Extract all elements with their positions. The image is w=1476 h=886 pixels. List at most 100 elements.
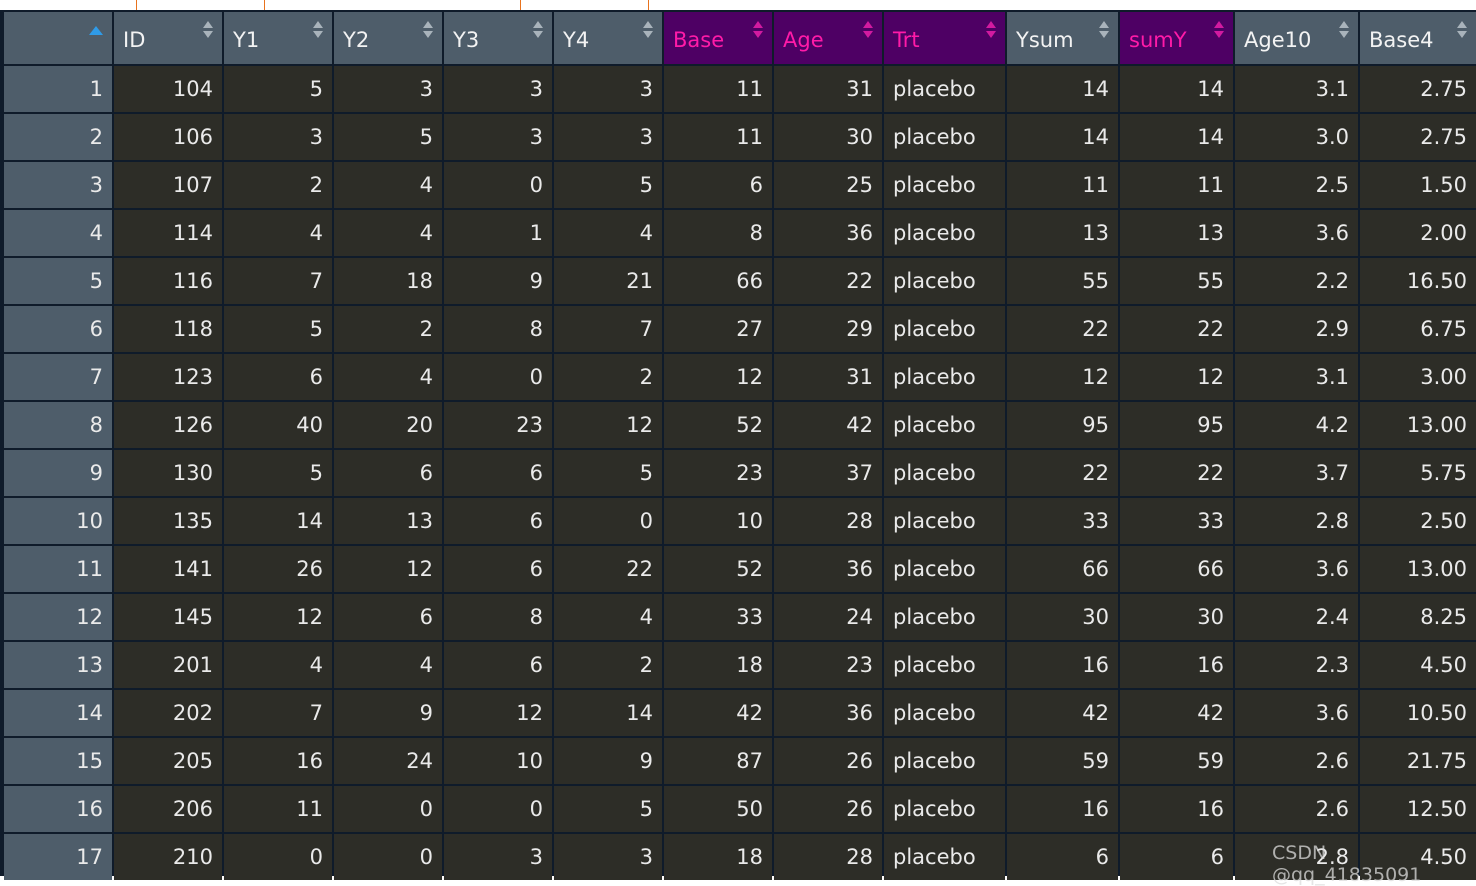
table-cell-trt[interactable]: placebo bbox=[884, 498, 1005, 544]
table-cell-age[interactable]: 37 bbox=[774, 450, 882, 496]
table-cell-trt[interactable]: placebo bbox=[884, 66, 1005, 112]
table-cell-sumy[interactable]: 22 bbox=[1120, 450, 1233, 496]
table-cell-y1[interactable]: 0 bbox=[224, 834, 332, 880]
table-cell-base4[interactable]: 4.50 bbox=[1360, 834, 1476, 880]
row-number[interactable]: 12 bbox=[4, 594, 112, 640]
table-cell-age10[interactable]: 2.5 bbox=[1235, 162, 1358, 208]
table-cell-sumy[interactable]: 12 bbox=[1120, 354, 1233, 400]
column-header-age10[interactable]: Age10 bbox=[1235, 12, 1358, 64]
row-number[interactable]: 11 bbox=[4, 546, 112, 592]
table-cell-ysum[interactable]: 22 bbox=[1007, 450, 1118, 496]
sort-icon[interactable] bbox=[1099, 21, 1109, 39]
table-cell-base[interactable]: 87 bbox=[664, 738, 772, 784]
row-number[interactable]: 1 bbox=[4, 66, 112, 112]
table-cell-age[interactable]: 25 bbox=[774, 162, 882, 208]
table-cell-y3[interactable]: 6 bbox=[444, 498, 552, 544]
table-cell-y3[interactable]: 3 bbox=[444, 66, 552, 112]
table-cell-y4[interactable]: 4 bbox=[554, 594, 662, 640]
table-cell-trt[interactable]: placebo bbox=[884, 114, 1005, 160]
table-cell-ysum[interactable]: 14 bbox=[1007, 66, 1118, 112]
table-cell-y2[interactable]: 24 bbox=[334, 738, 442, 784]
table-cell-y1[interactable]: 5 bbox=[224, 450, 332, 496]
table-cell-y1[interactable]: 7 bbox=[224, 690, 332, 736]
table-cell-id[interactable]: 126 bbox=[114, 402, 222, 448]
table-cell-age10[interactable]: 2.3 bbox=[1235, 642, 1358, 688]
table-cell-id[interactable]: 107 bbox=[114, 162, 222, 208]
table-cell-y1[interactable]: 16 bbox=[224, 738, 332, 784]
table-cell-age10[interactable]: 3.1 bbox=[1235, 354, 1358, 400]
row-number[interactable]: 5 bbox=[4, 258, 112, 304]
table-cell-sumy[interactable]: 16 bbox=[1120, 642, 1233, 688]
table-cell-ysum[interactable]: 12 bbox=[1007, 354, 1118, 400]
table-cell-id[interactable]: 206 bbox=[114, 786, 222, 832]
table-cell-base4[interactable]: 13.00 bbox=[1360, 402, 1476, 448]
sort-icon[interactable] bbox=[753, 21, 763, 39]
table-cell-base[interactable]: 11 bbox=[664, 66, 772, 112]
sort-icon[interactable] bbox=[1214, 21, 1224, 39]
table-cell-id[interactable]: 123 bbox=[114, 354, 222, 400]
table-cell-base4[interactable]: 2.50 bbox=[1360, 498, 1476, 544]
table-cell-y3[interactable]: 6 bbox=[444, 546, 552, 592]
column-header-base4[interactable]: Base4 bbox=[1360, 12, 1476, 64]
table-cell-sumy[interactable]: 55 bbox=[1120, 258, 1233, 304]
column-header-sumy[interactable]: sumY bbox=[1120, 12, 1233, 64]
table-cell-age[interactable]: 22 bbox=[774, 258, 882, 304]
table-cell-y4[interactable]: 3 bbox=[554, 66, 662, 112]
table-cell-trt[interactable]: placebo bbox=[884, 162, 1005, 208]
table-cell-base[interactable]: 23 bbox=[664, 450, 772, 496]
table-cell-base[interactable]: 50 bbox=[664, 786, 772, 832]
table-cell-ysum[interactable]: 22 bbox=[1007, 306, 1118, 352]
table-cell-trt[interactable]: placebo bbox=[884, 690, 1005, 736]
table-cell-id[interactable]: 114 bbox=[114, 210, 222, 256]
table-cell-y4[interactable]: 5 bbox=[554, 786, 662, 832]
table-cell-base[interactable]: 66 bbox=[664, 258, 772, 304]
table-cell-y1[interactable]: 40 bbox=[224, 402, 332, 448]
table-cell-sumy[interactable]: 30 bbox=[1120, 594, 1233, 640]
table-cell-id[interactable]: 145 bbox=[114, 594, 222, 640]
table-cell-y2[interactable]: 4 bbox=[334, 162, 442, 208]
table-cell-ysum[interactable]: 6 bbox=[1007, 834, 1118, 880]
row-number[interactable]: 9 bbox=[4, 450, 112, 496]
table-cell-y2[interactable]: 6 bbox=[334, 594, 442, 640]
table-cell-base[interactable]: 52 bbox=[664, 546, 772, 592]
table-cell-trt[interactable]: placebo bbox=[884, 786, 1005, 832]
sort-icon[interactable] bbox=[643, 21, 653, 39]
table-cell-sumy[interactable]: 95 bbox=[1120, 402, 1233, 448]
table-cell-y1[interactable]: 4 bbox=[224, 642, 332, 688]
table-cell-age10[interactable]: 3.0 bbox=[1235, 114, 1358, 160]
table-cell-y2[interactable]: 12 bbox=[334, 546, 442, 592]
sort-icon[interactable] bbox=[533, 21, 543, 39]
table-cell-y2[interactable]: 13 bbox=[334, 498, 442, 544]
table-cell-y3[interactable]: 3 bbox=[444, 834, 552, 880]
table-cell-id[interactable]: 130 bbox=[114, 450, 222, 496]
table-cell-age10[interactable]: 4.2 bbox=[1235, 402, 1358, 448]
row-number[interactable]: 14 bbox=[4, 690, 112, 736]
table-cell-base4[interactable]: 4.50 bbox=[1360, 642, 1476, 688]
sort-icon[interactable] bbox=[313, 21, 323, 39]
sort-icon[interactable] bbox=[863, 21, 873, 39]
table-cell-age[interactable]: 36 bbox=[774, 546, 882, 592]
table-cell-ysum[interactable]: 13 bbox=[1007, 210, 1118, 256]
column-header-age[interactable]: Age bbox=[774, 12, 882, 64]
table-cell-y1[interactable]: 7 bbox=[224, 258, 332, 304]
table-cell-id[interactable]: 116 bbox=[114, 258, 222, 304]
table-cell-sumy[interactable]: 14 bbox=[1120, 66, 1233, 112]
table-cell-y4[interactable]: 3 bbox=[554, 834, 662, 880]
table-cell-y4[interactable]: 14 bbox=[554, 690, 662, 736]
table-cell-trt[interactable]: placebo bbox=[884, 210, 1005, 256]
table-cell-y1[interactable]: 12 bbox=[224, 594, 332, 640]
column-header-y1[interactable]: Y1 bbox=[224, 12, 332, 64]
table-cell-age[interactable]: 23 bbox=[774, 642, 882, 688]
table-cell-age[interactable]: 36 bbox=[774, 690, 882, 736]
table-cell-base4[interactable]: 6.75 bbox=[1360, 306, 1476, 352]
table-cell-y2[interactable]: 4 bbox=[334, 354, 442, 400]
table-cell-ysum[interactable]: 11 bbox=[1007, 162, 1118, 208]
table-cell-base4[interactable]: 2.75 bbox=[1360, 114, 1476, 160]
table-cell-trt[interactable]: placebo bbox=[884, 258, 1005, 304]
table-cell-y3[interactable]: 12 bbox=[444, 690, 552, 736]
table-cell-base4[interactable]: 16.50 bbox=[1360, 258, 1476, 304]
table-cell-sumy[interactable]: 13 bbox=[1120, 210, 1233, 256]
table-cell-sumy[interactable]: 59 bbox=[1120, 738, 1233, 784]
table-cell-trt[interactable]: placebo bbox=[884, 306, 1005, 352]
table-cell-y3[interactable]: 10 bbox=[444, 738, 552, 784]
